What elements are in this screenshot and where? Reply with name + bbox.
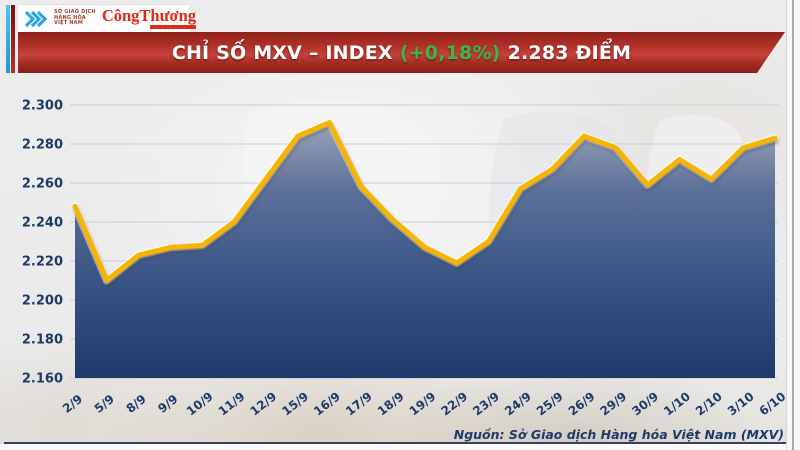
y-axis-label: 2.220	[22, 255, 63, 270]
mxv-logo-line1: SỞ GIAO DỊCH	[54, 9, 96, 16]
x-axis-label: 5/9	[92, 392, 117, 416]
mxv-logo-line2: HÀNG HÓA	[54, 14, 86, 21]
series-layer	[71, 118, 779, 378]
x-axis-label: 29/9	[598, 389, 630, 418]
left-accent-stripe-cyan	[6, 5, 10, 73]
y-axis-label: 2.180	[22, 333, 63, 348]
y-axis-label: 2.300	[22, 99, 63, 114]
x-axis-label: 16/9	[311, 389, 343, 418]
x-axis-label: 2/9	[60, 392, 85, 416]
x-axis-label: 23/9	[470, 389, 502, 418]
congthuong-wordmark: CôngThương	[101, 6, 197, 26]
x-axis-label: 6/10	[757, 389, 789, 418]
x-axis-label: 11/9	[216, 389, 248, 418]
x-axis-label: 12/9	[248, 389, 280, 418]
mxv-logo-icon	[24, 10, 48, 27]
source-credit: Nguồn: Sở Giao dịch Hàng hóa Việt Nam (M…	[453, 427, 784, 442]
x-axis-label: 8/9	[124, 392, 149, 416]
left-accent-stripe-red	[11, 5, 15, 73]
y-axis-label: 2.240	[22, 216, 63, 231]
chart-title-change: (+0,18%)	[399, 41, 501, 64]
congthuong-logo: CôngThương	[101, 6, 197, 29]
x-axis-label: 19/9	[407, 389, 439, 418]
bottom-frame-line	[4, 442, 790, 444]
right-frame-edge	[786, 0, 800, 450]
x-axis-label: 1/10	[661, 389, 693, 418]
y-axis-label: 2.280	[22, 138, 63, 153]
chart-title-banner: CHỈ SỐ MXV – INDEX (+0,18%) 2.283 ĐIỂM	[18, 32, 785, 73]
congthuong-tagline-bar	[150, 25, 197, 29]
x-axis-label: 18/9	[375, 389, 407, 418]
x-axis-label: 25/9	[534, 389, 566, 418]
mxv-logo-line3: VIỆT NAM	[54, 20, 83, 27]
index-line	[72, 120, 778, 283]
x-axis-label: 22/9	[438, 389, 470, 418]
x-axis-label: 24/9	[502, 389, 534, 418]
chart-title: CHỈ SỐ MXV – INDEX	[171, 41, 393, 64]
chart-title-value: 2.283 ĐIỂM	[507, 41, 632, 64]
y-axis-label: 2.260	[22, 177, 63, 192]
x-axis-label: 9/9	[155, 392, 180, 416]
y-axis-label: 2.200	[22, 294, 63, 309]
mxv-logo-text: SỞ GIAO DỊCH HÀNG HÓA VIỆT NAM	[54, 9, 96, 27]
x-axis-label: 2/10	[693, 389, 725, 418]
x-axis-label: 3/10	[725, 389, 757, 418]
y-axis-label: 2.160	[22, 372, 63, 387]
x-axis-label: 10/9	[184, 389, 216, 418]
bottom-frame-margin	[0, 444, 788, 450]
x-axis-label: 17/9	[343, 389, 375, 418]
x-axis-label: 15/9	[279, 389, 311, 418]
right-frame-line	[792, 0, 794, 450]
x-axis-label: 30/9	[629, 389, 661, 418]
x-axis-label: 26/9	[566, 389, 598, 418]
logo-bar: SỞ GIAO DỊCH HÀNG HÓA VIỆT NAM CôngThươn…	[18, 5, 197, 32]
